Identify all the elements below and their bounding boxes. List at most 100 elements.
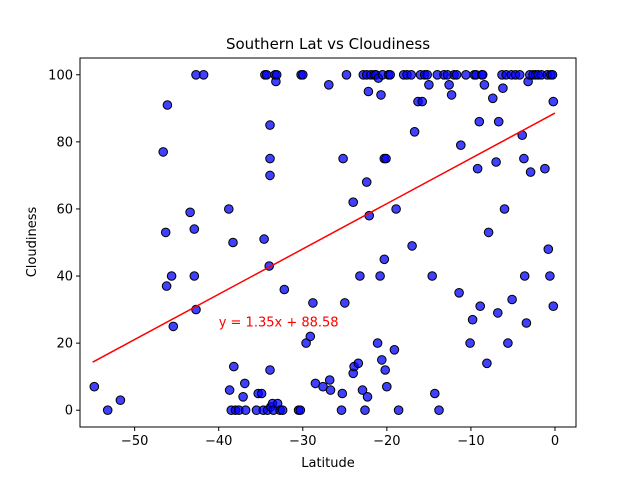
data-point xyxy=(298,70,308,80)
data-point xyxy=(259,234,269,244)
data-point xyxy=(498,83,508,93)
data-point xyxy=(472,163,483,174)
data-point xyxy=(158,147,168,157)
data-point xyxy=(363,86,374,97)
data-point xyxy=(474,116,485,127)
data-point xyxy=(229,361,239,372)
data-point xyxy=(376,90,386,100)
data-point xyxy=(444,80,454,90)
data-point xyxy=(265,153,275,164)
y-tick-label: 80 xyxy=(56,135,73,150)
data-point xyxy=(454,288,464,298)
data-point xyxy=(422,70,433,80)
data-point xyxy=(162,100,173,110)
data-point xyxy=(545,271,555,281)
data-point xyxy=(279,284,290,295)
data-point xyxy=(525,167,536,177)
data-point xyxy=(224,385,235,395)
y-tick-label: 100 xyxy=(48,68,73,83)
data-point xyxy=(424,80,434,90)
x-tick-label: −20 xyxy=(373,434,400,449)
data-point xyxy=(361,177,372,187)
data-point xyxy=(265,365,275,375)
data-point xyxy=(409,127,420,137)
data-point xyxy=(548,96,559,107)
y-tick-label: 40 xyxy=(56,270,73,285)
data-point xyxy=(375,271,385,281)
data-point xyxy=(324,375,335,385)
x-axis-label: Latitude xyxy=(301,456,355,471)
data-point xyxy=(301,338,311,348)
data-point xyxy=(547,70,558,80)
data-point xyxy=(482,358,492,369)
data-point xyxy=(240,378,250,389)
data-point xyxy=(338,153,348,164)
data-point xyxy=(89,381,100,392)
x-tick-label: 0 xyxy=(551,434,559,449)
data-point xyxy=(514,70,525,80)
data-point xyxy=(337,388,348,399)
x-tick-label: −10 xyxy=(457,434,484,449)
data-point xyxy=(521,318,532,328)
data-point xyxy=(407,241,417,251)
data-point xyxy=(467,314,478,325)
data-point xyxy=(308,298,318,308)
data-point xyxy=(360,405,370,416)
data-point xyxy=(189,271,200,281)
data-point xyxy=(391,204,401,214)
x-axis: −50 −40 −30 −20 −10 0 xyxy=(121,427,559,449)
y-tick-label: 0 xyxy=(65,404,73,419)
data-point xyxy=(353,358,364,369)
data-point xyxy=(475,301,486,312)
data-point xyxy=(507,294,517,305)
data-point xyxy=(372,338,383,348)
data-point xyxy=(479,80,490,90)
x-tick-label: −30 xyxy=(289,434,316,449)
data-point xyxy=(381,153,391,164)
data-point xyxy=(519,271,530,281)
data-point xyxy=(277,405,288,416)
data-point xyxy=(461,70,471,80)
data-point xyxy=(427,271,438,281)
data-point xyxy=(499,204,510,214)
data-point xyxy=(295,405,306,416)
data-point xyxy=(493,116,504,127)
data-point xyxy=(265,120,275,130)
data-point xyxy=(357,385,368,395)
data-point xyxy=(198,70,209,80)
regression-equation: y = 1.35x + 88.58 xyxy=(219,315,339,330)
data-point xyxy=(325,385,336,395)
plot-area: y = 1.35x + 88.58 xyxy=(79,57,577,428)
data-point xyxy=(519,153,529,164)
data-point xyxy=(491,157,501,167)
data-point xyxy=(189,224,200,234)
y-axis-label: Cloudiness xyxy=(25,207,40,278)
data-point xyxy=(483,227,494,238)
data-point xyxy=(493,308,503,318)
data-point xyxy=(451,70,462,80)
data-point xyxy=(385,70,396,80)
data-point xyxy=(161,281,172,291)
data-point xyxy=(382,381,392,392)
data-point xyxy=(115,395,126,406)
data-point xyxy=(379,254,390,265)
data-point xyxy=(240,405,251,416)
data-point xyxy=(265,170,275,181)
data-point xyxy=(430,388,440,399)
data-point xyxy=(168,321,179,332)
data-point xyxy=(417,96,428,107)
x-tick-label: −50 xyxy=(121,434,148,449)
x-tick-label: −40 xyxy=(205,434,232,449)
data-point xyxy=(389,345,400,355)
data-point xyxy=(543,244,554,254)
data-point xyxy=(166,271,177,281)
data-point xyxy=(261,70,272,80)
data-point xyxy=(406,70,417,80)
data-point xyxy=(393,405,404,416)
y-axis: 0 20 40 60 80 100 xyxy=(48,68,80,419)
data-point xyxy=(477,70,488,80)
data-point xyxy=(102,405,113,416)
data-point xyxy=(362,392,373,402)
data-point xyxy=(324,80,334,90)
